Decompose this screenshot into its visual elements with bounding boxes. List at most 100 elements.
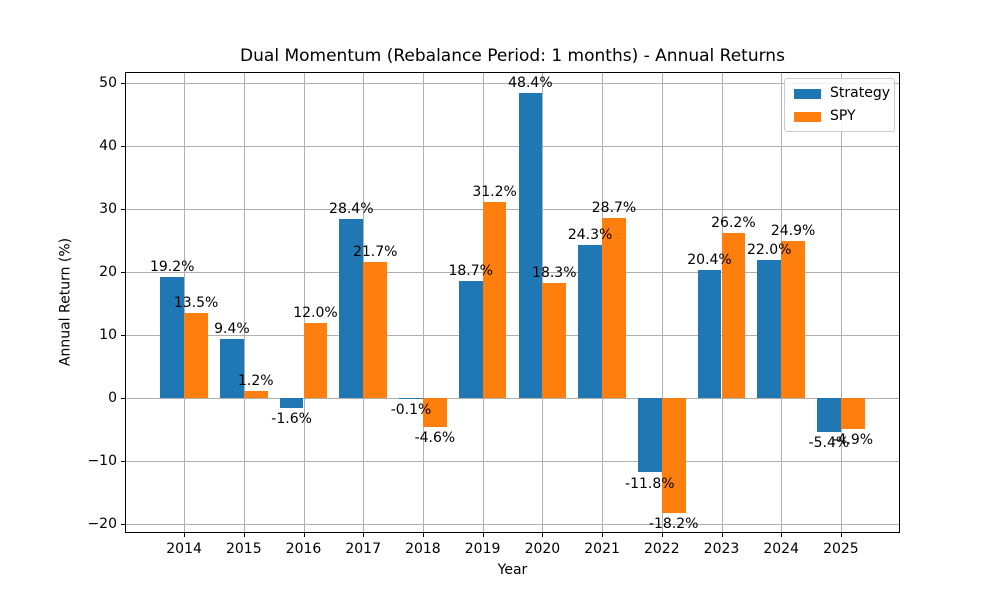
x-tick-mark-2018 — [422, 533, 424, 537]
legend: Strategy SPY — [784, 78, 895, 132]
bar-spy-2025 — [840, 398, 865, 430]
x-tick-label-2021: 2021 — [584, 541, 620, 557]
bar-value-label-strategy-2014: 19.2% — [149, 259, 195, 276]
bar-spy-2017 — [363, 261, 388, 399]
bar-value-label-strategy-2016: -1.6% — [271, 411, 312, 428]
y-tick-label-0: 0 — [108, 390, 117, 407]
bar-value-label-spy-2020: 18.3% — [532, 265, 577, 281]
bar-value-label-strategy-2015: 9.4% — [214, 321, 250, 337]
y-axis-label: Annual Return (%) — [57, 237, 74, 367]
gridline-h-20 — [126, 272, 899, 274]
legend-swatch-spy — [794, 111, 821, 122]
x-axis-label: Year — [497, 562, 528, 578]
bar-spy-2019 — [482, 201, 507, 399]
y-tick-mark--10 — [121, 461, 125, 463]
y-tick-mark--20 — [121, 524, 125, 526]
bar-value-label-spy-2019: 31.2% — [472, 183, 517, 200]
y-tick-label-30: 30 — [99, 201, 117, 218]
bar-value-label-strategy-2019: 18.7% — [448, 262, 493, 279]
y-tick-label--20: −20 — [87, 516, 117, 533]
gridline-h-0 — [126, 398, 899, 400]
bar-spy-2014 — [184, 313, 208, 399]
x-tick-mark-2015 — [243, 533, 245, 537]
y-tick-label-10: 10 — [99, 327, 117, 344]
gridline-v-2025 — [840, 73, 842, 532]
bar-strategy-2024 — [757, 259, 782, 399]
gridline-v-2022 — [661, 73, 663, 532]
x-tick-label-2024: 2024 — [763, 541, 799, 557]
bar-value-label-spy-2021: 28.7% — [591, 199, 637, 216]
bar-strategy-2022 — [637, 398, 662, 473]
y-tick-mark-50 — [121, 83, 125, 85]
bar-spy-2024 — [781, 241, 806, 399]
x-tick-label-2015: 2015 — [225, 541, 262, 557]
gridline-h--10 — [126, 461, 899, 463]
x-tick-mark-2024 — [781, 533, 783, 537]
gridline-h-50 — [126, 83, 899, 85]
gridline-v-2016 — [303, 73, 305, 532]
bar-spy-2020 — [542, 283, 567, 399]
gridline-h--20 — [126, 524, 899, 526]
gridline-v-2014 — [184, 73, 186, 532]
chart-title: Dual Momentum (Rebalance Period: 1 month… — [240, 46, 785, 66]
bar-value-label-spy-2017: 21.7% — [352, 243, 398, 260]
bar-value-label-spy-2025: -4.9% — [832, 432, 874, 449]
bar-strategy-2018 — [399, 398, 423, 400]
x-tick-mark-2023 — [721, 533, 723, 537]
legend-item-strategy: Strategy — [794, 86, 890, 101]
bar-strategy-2016 — [279, 398, 304, 409]
bar-value-label-strategy-2018: -0.1% — [390, 401, 432, 418]
legend-item-spy: SPY — [794, 109, 885, 124]
legend-label-spy: SPY — [830, 108, 856, 124]
x-tick-label-2017: 2017 — [345, 541, 381, 557]
bar-spy-2022 — [661, 398, 686, 513]
x-tick-mark-2025 — [840, 533, 842, 537]
bar-value-label-strategy-2021: 24.3% — [567, 227, 613, 244]
bar-value-label-strategy-2017: 28.4% — [329, 201, 374, 218]
gridline-h-10 — [126, 335, 899, 337]
y-tick-mark-40 — [121, 146, 125, 148]
bar-spy-2023 — [721, 233, 746, 399]
x-tick-label-2025: 2025 — [823, 541, 859, 557]
y-tick-mark-20 — [121, 272, 125, 274]
bar-strategy-2019 — [458, 280, 483, 399]
bar-value-label-spy-2023: 26.2% — [711, 215, 756, 232]
x-tick-mark-2017 — [363, 533, 365, 537]
bar-strategy-2015 — [219, 339, 244, 399]
bar-value-label-spy-2024: 24.9% — [770, 223, 816, 240]
bar-value-label-strategy-2025: -5.4% — [808, 435, 850, 452]
bar-value-label-spy-2015: 1.2% — [238, 372, 274, 389]
bar-spy-2015 — [243, 390, 268, 399]
legend-label-strategy: Strategy — [830, 85, 890, 101]
x-tick-label-2020: 2020 — [524, 541, 561, 557]
y-tick-label-50: 50 — [99, 75, 117, 92]
bar-strategy-2017 — [339, 219, 364, 399]
x-tick-mark-2014 — [184, 533, 186, 537]
bar-strategy-2014 — [160, 277, 185, 399]
bar-strategy-2021 — [578, 245, 603, 399]
bar-value-label-spy-2018: -4.6% — [414, 430, 456, 447]
bar-value-label-spy-2016: 12.0% — [293, 304, 338, 321]
bar-spy-2018 — [422, 398, 447, 428]
y-tick-label-40: 40 — [99, 138, 117, 155]
legend-swatch-strategy — [794, 88, 821, 99]
gridline-h-30 — [126, 209, 899, 211]
bar-spy-2021 — [602, 217, 626, 399]
gridline-v-2018 — [422, 73, 424, 532]
y-tick-label-20: 20 — [99, 264, 117, 281]
gridline-h-40 — [126, 146, 899, 148]
y-tick-mark-0 — [121, 398, 125, 400]
bar-value-label-strategy-2023: 20.4% — [687, 251, 732, 268]
gridline-v-2015 — [243, 73, 245, 532]
bar-value-label-spy-2022: -18.2% — [648, 515, 699, 532]
x-tick-label-2016: 2016 — [285, 541, 322, 557]
bar-spy-2016 — [303, 322, 328, 399]
x-tick-mark-2016 — [303, 533, 305, 537]
bar-value-label-strategy-2020: 48.4% — [508, 75, 553, 92]
bar-strategy-2023 — [697, 269, 722, 399]
bar-value-label-spy-2014: 13.5% — [173, 295, 219, 312]
x-tick-label-2023: 2023 — [703, 541, 740, 557]
bar-value-label-strategy-2024: 22.0% — [746, 241, 792, 258]
x-tick-label-2018: 2018 — [405, 541, 441, 557]
